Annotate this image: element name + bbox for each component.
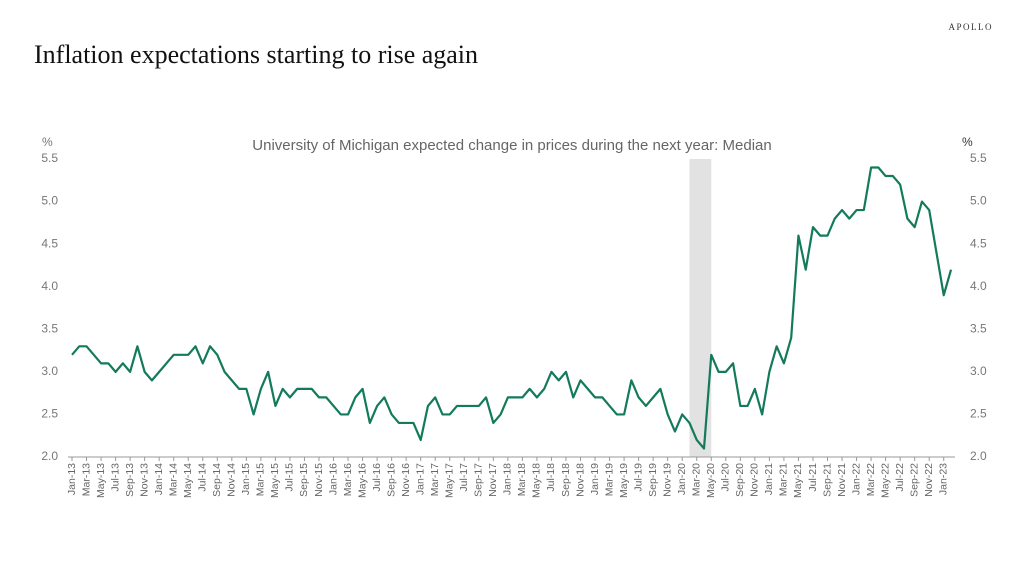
x-tick-label: Jan-14 — [153, 463, 165, 495]
x-tick-label: Mar-21 — [778, 463, 790, 496]
x-tick-label: May-18 — [531, 463, 543, 498]
y2-tick-label: 4.5 — [970, 236, 987, 250]
x-tick-label: Jul-18 — [545, 463, 557, 492]
x-tick-label: Mar-14 — [167, 463, 179, 496]
x-tick-label: May-17 — [444, 463, 456, 498]
x-tick-label: Sep-15 — [298, 463, 310, 497]
x-tick-label: May-22 — [879, 463, 891, 498]
x-tick-label: Jul-16 — [371, 463, 383, 492]
y2-tick-label: 2.5 — [970, 407, 987, 421]
x-tick-label: Nov-20 — [749, 463, 761, 497]
x-tick-label: Nov-15 — [313, 463, 325, 497]
x-tick-label: Jul-17 — [458, 463, 470, 492]
x-tick-label: Jan-21 — [763, 463, 775, 495]
y-axis-label: % — [42, 135, 53, 149]
x-tick-label: Jul-15 — [284, 463, 296, 492]
x-tick-label: Nov-18 — [574, 463, 586, 497]
x-tick-label: Jan-22 — [850, 463, 862, 495]
x-tick-label: Jul-22 — [894, 463, 906, 492]
x-tick-label: Sep-19 — [647, 463, 659, 497]
x-tick-label: Jan-13 — [66, 463, 78, 495]
y-tick-label: 4.5 — [41, 236, 58, 250]
y2-tick-label: 5.5 — [970, 151, 987, 165]
x-tick-label: Nov-16 — [400, 463, 412, 497]
x-tick-label: Jul-21 — [807, 463, 819, 492]
x-tick-label: Jan-17 — [414, 463, 426, 495]
y-tick-label: 5.5 — [41, 151, 58, 165]
x-tick-label: Sep-22 — [908, 463, 920, 497]
y-tick-label: 4.0 — [41, 279, 58, 293]
x-tick-label: Jul-13 — [109, 463, 121, 492]
series-line — [71, 166, 953, 450]
x-tick-label: Jan-23 — [938, 463, 950, 495]
x-tick-label: Nov-19 — [661, 463, 673, 497]
x-tick-label: Nov-17 — [487, 463, 499, 497]
x-tick-label: May-19 — [618, 463, 630, 498]
x-tick-label: Jan-19 — [589, 463, 601, 495]
y2-axis-label: % — [962, 135, 973, 149]
y-tick-label: 5.0 — [41, 194, 58, 208]
x-tick-label: Mar-13 — [80, 463, 92, 496]
y-tick-label: 2.5 — [41, 407, 58, 421]
x-tick-label: Jan-20 — [676, 463, 688, 495]
x-tick-label: Sep-14 — [211, 463, 223, 497]
x-tick-label: Mar-22 — [865, 463, 877, 496]
x-tick-label: Nov-14 — [226, 463, 238, 497]
x-tick-label: Nov-13 — [138, 463, 150, 497]
x-tick-label: Mar-16 — [342, 463, 354, 496]
chart-title: Inflation expectations starting to rise … — [34, 40, 478, 69]
brand: APOLLO — [949, 22, 994, 32]
y2-tick-label: 5.0 — [970, 194, 987, 208]
x-tick-label: Mar-19 — [603, 463, 615, 496]
y-tick-label: 2.0 — [41, 449, 58, 463]
x-tick-label: May-15 — [269, 463, 281, 498]
x-tick-label: Nov-22 — [923, 463, 935, 497]
y2-tick-label: 3.0 — [970, 364, 987, 378]
x-tick-label: Jul-20 — [720, 463, 732, 492]
x-tick-label: Sep-18 — [560, 463, 572, 497]
y2-tick-label: 4.0 — [970, 279, 987, 293]
x-tick-label: Jan-15 — [240, 463, 252, 495]
chart-subtitle: University of Michigan expected change i… — [252, 137, 771, 154]
x-tick-label: May-14 — [182, 463, 194, 498]
x-tick-label: Jan-16 — [327, 463, 339, 495]
x-tick-label: Mar-20 — [691, 463, 703, 496]
x-tick-label: Jul-14 — [197, 463, 209, 492]
recession-shade — [689, 159, 712, 457]
x-tick-label: May-21 — [792, 463, 804, 498]
y2-tick-label: 2.0 — [970, 449, 987, 463]
x-tick-label: May-13 — [95, 463, 107, 498]
x-tick-label: Sep-17 — [473, 463, 485, 497]
x-tick-label: Sep-16 — [385, 463, 397, 497]
x-tick-label: May-20 — [705, 463, 717, 498]
x-tick-label: Sep-21 — [821, 463, 833, 497]
x-tick-label: Jan-18 — [502, 463, 514, 495]
x-tick-label: Sep-13 — [124, 463, 136, 497]
x-tick-label: May-16 — [356, 463, 368, 498]
x-tick-label: Sep-20 — [734, 463, 746, 497]
y2-tick-label: 3.5 — [970, 321, 987, 335]
x-tick-label: Mar-17 — [429, 463, 441, 496]
x-tick-label: Nov-21 — [836, 463, 848, 497]
y-tick-label: 3.5 — [41, 321, 58, 335]
x-tick-label: Jul-19 — [632, 463, 644, 492]
x-tick-label: Mar-18 — [516, 463, 528, 496]
y-tick-label: 3.0 — [41, 364, 58, 378]
x-tick-label: Mar-15 — [255, 463, 267, 496]
